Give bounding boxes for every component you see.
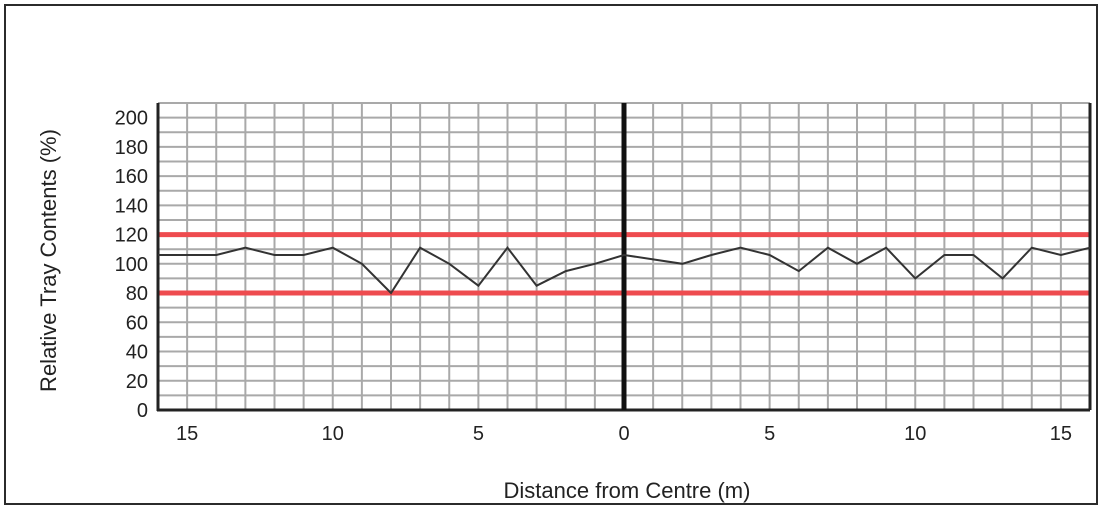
y-tick-label: 120 <box>115 225 148 247</box>
y-axis-title: Relative Tray Contents (%) <box>36 129 61 392</box>
x-tick-label: 10 <box>904 423 926 445</box>
x-axis-title: Distance from Centre (m) <box>504 478 751 503</box>
x-tick-label: 15 <box>176 423 198 445</box>
y-tick-labels: 0 20 40 60 80 100 120 140 160 180 200 <box>115 108 148 422</box>
y-tick-label: 20 <box>126 371 148 393</box>
y-tick-label: 180 <box>115 137 148 159</box>
y-tick-label: 60 <box>126 312 148 334</box>
y-tick-label: 160 <box>115 166 148 188</box>
y-tick-label: 100 <box>115 254 148 276</box>
x-tick-label: 0 <box>618 423 629 445</box>
x-tick-label: 10 <box>322 423 344 445</box>
y-tick-label: 40 <box>126 342 148 364</box>
series <box>158 246 1091 295</box>
x-tick-label: 5 <box>473 423 484 445</box>
x-tick-label: 5 <box>764 423 775 445</box>
y-tick-label: 80 <box>126 283 148 305</box>
x-tick-labels: 15 10 5 0 5 10 15 <box>176 423 1072 445</box>
y-tick-label: 140 <box>115 195 148 217</box>
y-tick-label: 200 <box>115 108 148 130</box>
axes <box>156 103 1092 412</box>
y-tick-label: 0 <box>137 400 148 422</box>
series-line <box>158 246 1091 295</box>
x-tick-label: 15 <box>1050 423 1072 445</box>
